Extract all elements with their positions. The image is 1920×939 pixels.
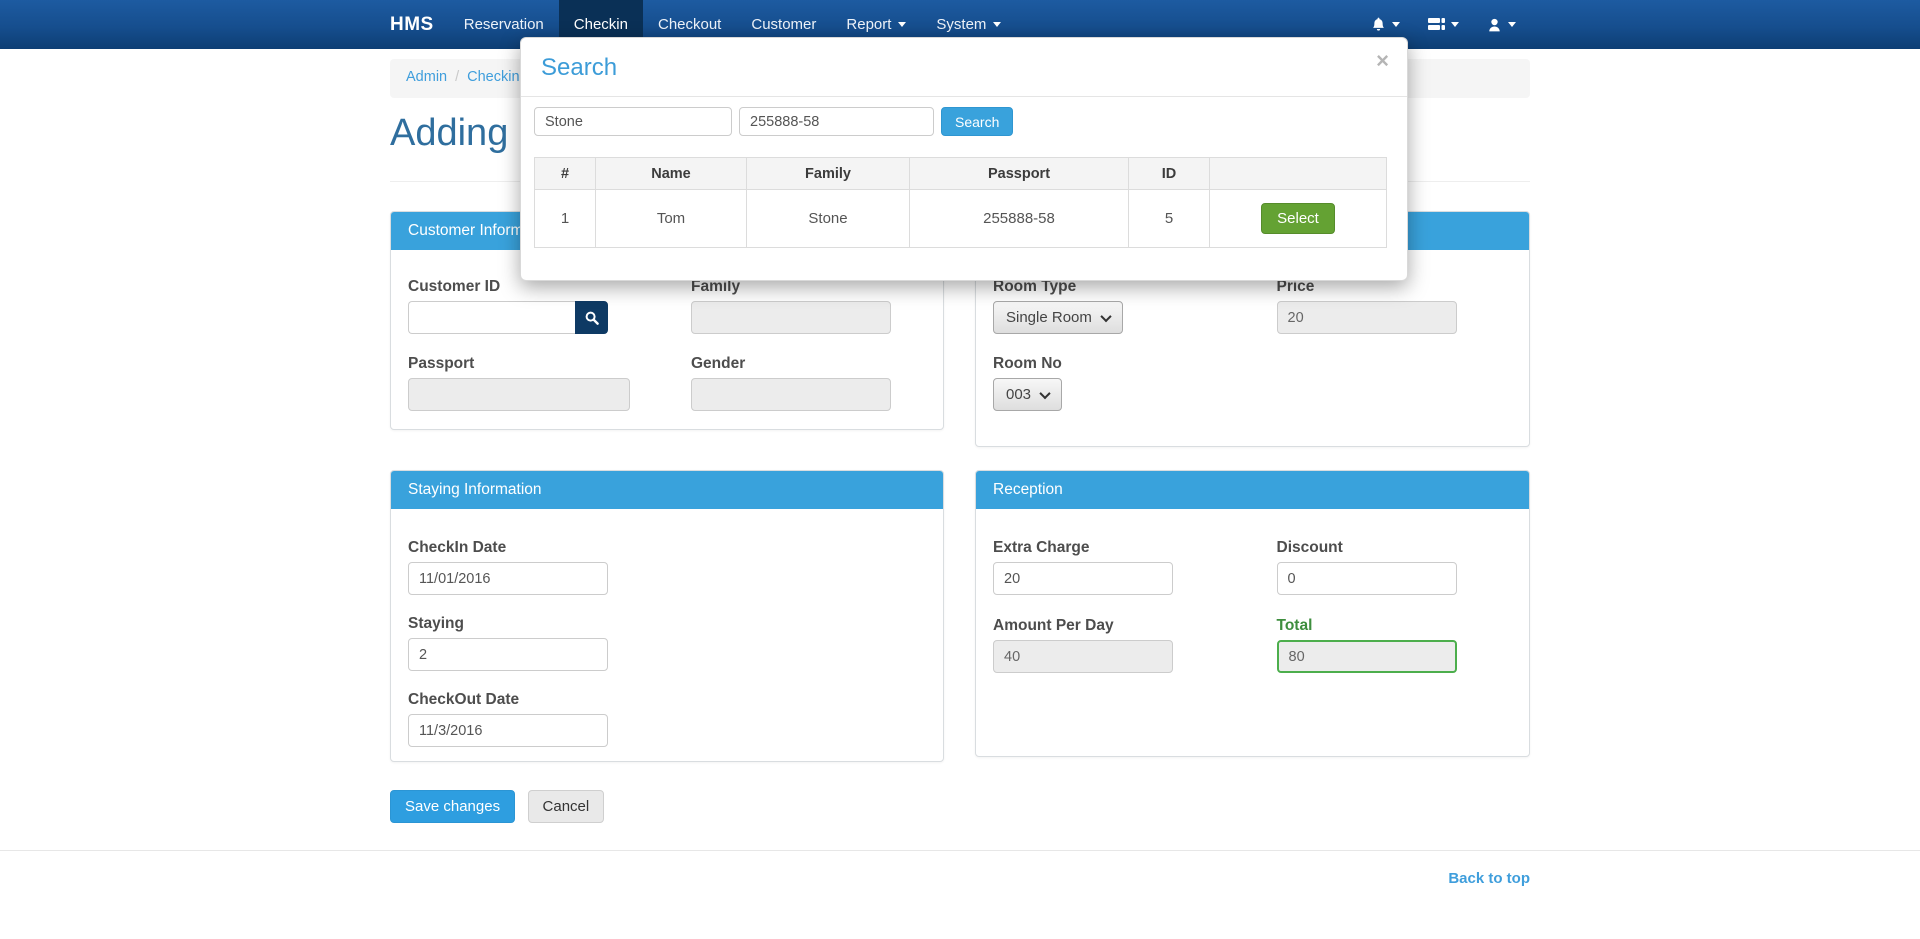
user-dropdown[interactable]	[1473, 0, 1530, 49]
amount-per-day-label: Amount Per Day	[993, 617, 1114, 634]
customer-id-label: Customer ID	[408, 278, 501, 295]
tasks-icon	[1428, 17, 1445, 32]
staying-label: Staying	[408, 615, 464, 632]
col-header-passport: Passport	[909, 157, 1129, 190]
user-icon	[1487, 17, 1502, 33]
bell-icon	[1371, 16, 1386, 33]
chevron-down-icon	[1100, 310, 1112, 322]
col-header-num: #	[534, 157, 596, 190]
close-icon[interactable]: ×	[1376, 48, 1389, 73]
staying-information-panel: Staying Information CheckIn Date Staying…	[390, 470, 944, 762]
app-brand[interactable]: HMS	[390, 14, 434, 35]
col-header-name: Name	[595, 157, 747, 190]
breadcrumb-admin[interactable]: Admin	[406, 69, 448, 85]
select-button[interactable]: Select	[1261, 203, 1335, 234]
room-type-label: Room Type	[993, 278, 1077, 295]
tasks-dropdown[interactable]	[1414, 0, 1473, 49]
cell-passport: 255888-58	[909, 189, 1129, 248]
col-header-action	[1209, 157, 1387, 190]
chevron-down-icon	[1508, 22, 1516, 27]
room-no-select[interactable]: 003	[993, 378, 1063, 411]
discount-input[interactable]	[1276, 562, 1457, 595]
table-row: 1 Tom Stone 255888-58 5 Select	[534, 189, 1387, 248]
total-label: Total	[1276, 617, 1313, 634]
total-input	[1276, 640, 1457, 673]
checkout-date-label: CheckOut Date	[408, 691, 520, 708]
staying-input[interactable]	[408, 638, 608, 671]
family-label: Family	[691, 278, 741, 295]
breadcrumb-checkin[interactable]: Checkin	[467, 69, 520, 85]
table-header-row: # Name Family Passport ID	[534, 157, 1387, 190]
chevron-down-icon	[898, 22, 907, 27]
notifications-dropdown[interactable]	[1357, 0, 1414, 49]
cell-family: Stone	[746, 189, 910, 248]
chevron-down-icon	[1392, 22, 1400, 27]
footer-divider	[0, 850, 1920, 851]
breadcrumb-separator: /	[455, 69, 460, 85]
checkin-date-input[interactable]	[408, 562, 608, 595]
gender-label: Gender	[691, 355, 746, 372]
nav-item-checkout[interactable]: Checkout	[657, 16, 722, 33]
passport-label: Passport	[408, 355, 475, 372]
reception-panel-header: Reception	[976, 471, 1529, 509]
search-passport-input[interactable]	[739, 107, 934, 136]
extra-charge-input[interactable]	[993, 562, 1173, 595]
col-header-family: Family	[746, 157, 910, 190]
reception-panel: Reception Extra Charge Discount Amount P…	[975, 470, 1530, 757]
modal-search-button[interactable]: Search	[941, 107, 1014, 136]
modal-title: Search	[541, 54, 618, 81]
checkout-date-input[interactable]	[408, 714, 608, 747]
price-label: Price	[1276, 278, 1315, 295]
customer-search-button[interactable]	[575, 301, 608, 334]
col-header-id: ID	[1128, 157, 1210, 190]
room-type-select[interactable]: Single Room	[993, 301, 1123, 334]
nav-item-reservation[interactable]: Reservation	[463, 16, 544, 33]
extra-charge-label: Extra Charge	[993, 539, 1090, 556]
search-icon	[585, 311, 599, 325]
nav-item-system[interactable]: System	[921, 0, 1016, 49]
cell-name: Tom	[595, 189, 747, 248]
room-no-label: Room No	[993, 355, 1062, 372]
gender-input	[691, 378, 891, 411]
search-modal: Search × Search # Name Family Passport I…	[520, 37, 1408, 281]
chevron-down-icon	[1451, 22, 1459, 27]
chevron-down-icon	[993, 22, 1002, 27]
family-input	[691, 301, 891, 334]
nav-item-customer[interactable]: Customer	[751, 16, 817, 33]
search-name-input[interactable]	[534, 107, 732, 136]
cancel-button[interactable]: Cancel	[527, 790, 605, 823]
chevron-down-icon	[1039, 387, 1051, 399]
passport-input	[408, 378, 630, 411]
cell-id: 5	[1128, 189, 1210, 248]
checkin-date-label: CheckIn Date	[408, 539, 507, 556]
amount-per-day-input	[993, 640, 1173, 673]
price-input	[1276, 301, 1457, 334]
staying-panel-header: Staying Information	[391, 471, 943, 509]
cell-num: 1	[534, 189, 596, 248]
search-results-table: # Name Family Passport ID 1 Tom Stone 25…	[534, 157, 1387, 248]
discount-label: Discount	[1276, 539, 1343, 556]
nav-item-report[interactable]: Report	[831, 0, 921, 49]
customer-id-input[interactable]	[408, 301, 575, 334]
back-to-top-link[interactable]: Back to top	[1448, 870, 1530, 887]
save-changes-button[interactable]: Save changes	[390, 790, 516, 823]
